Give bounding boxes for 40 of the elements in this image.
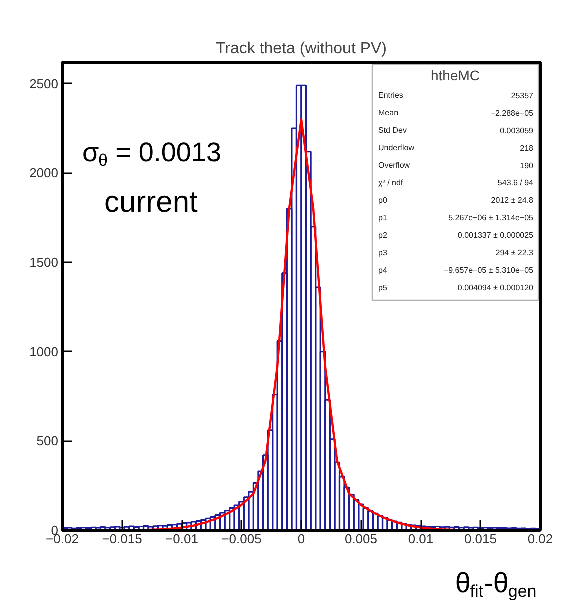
annotation: 2012 ± 24.8	[491, 196, 534, 205]
y-tick-label: 2000	[30, 166, 58, 181]
chart-title: Track theta (without PV)	[216, 40, 388, 58]
y-tick-label: 500	[36, 434, 59, 449]
annotation: p4	[378, 266, 388, 275]
x-tick-label: 0.005	[344, 532, 378, 546]
annotation: p5	[378, 283, 388, 292]
annotation: 5.267e−06 ± 1.314e−05	[448, 213, 534, 222]
annotation: 0.003059	[500, 126, 534, 136]
annotation: p0	[378, 196, 388, 205]
annotation: p1	[378, 213, 388, 222]
annotation: Std Dev	[378, 126, 407, 135]
annotation: −2.288e−05	[490, 108, 534, 118]
annotation: p2	[378, 230, 388, 240]
y-tick-label: 1000	[30, 344, 58, 360]
annotation: Entries	[378, 90, 404, 100]
annotation: p3	[378, 248, 388, 258]
annotation: 543.6 / 94	[498, 178, 534, 188]
y-tick-label: 1500	[30, 255, 58, 270]
annotation: 190	[520, 161, 534, 170]
annotation: 218	[520, 144, 534, 153]
y-tick-label: 2500	[30, 76, 58, 92]
annotation: 294 ± 22.3	[496, 248, 534, 258]
annotation: 0.001337 ± 0.000025	[458, 230, 534, 240]
x-tick-label: −0.005	[222, 532, 262, 546]
annotation: Overflow	[378, 160, 410, 170]
x-tick-label: 0.02	[528, 532, 554, 546]
annotation: current	[104, 186, 199, 219]
annotation: −9.657e−05 ± 5.310e−05	[444, 266, 534, 275]
annotation: χ² / ndf	[378, 178, 404, 188]
x-tick-label: 0	[298, 532, 306, 546]
annotation: Underflow	[378, 143, 415, 152]
x-tick-label: −0.015	[102, 532, 142, 546]
x-tick-label: 0.015	[464, 532, 498, 546]
annotation: 25357	[511, 91, 534, 100]
x-tick-label: 0.01	[408, 532, 434, 546]
annotation: Mean	[378, 108, 399, 118]
annotation: 0.004094 ± 0.000120	[458, 283, 534, 292]
text: htheMC	[430, 68, 480, 84]
x-tick-label: −0.01	[166, 532, 198, 546]
